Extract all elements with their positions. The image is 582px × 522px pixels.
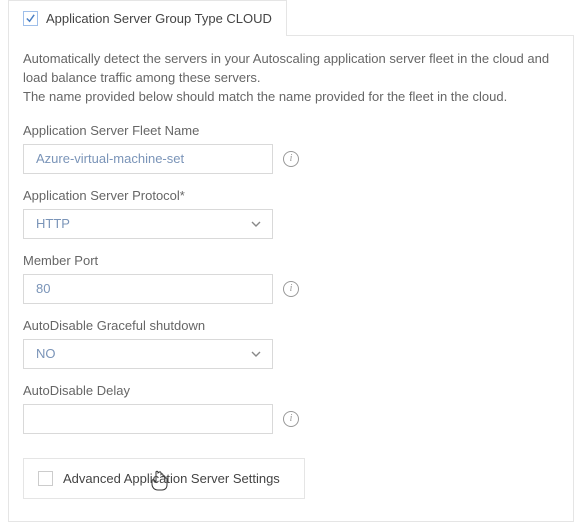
description-line2: The name provided below should match the… [23, 89, 507, 104]
chevron-down-icon [250, 348, 262, 360]
graceful-shutdown-value: NO [36, 346, 56, 361]
graceful-shutdown-select[interactable]: NO [23, 339, 273, 369]
chevron-down-icon [250, 218, 262, 230]
field-graceful-shutdown: AutoDisable Graceful shutdown NO [23, 318, 559, 369]
tab-header[interactable]: Application Server Group Type CLOUD [8, 0, 287, 36]
fleet-name-label: Application Server Fleet Name [23, 123, 559, 138]
field-protocol: Application Server Protocol* HTTP [23, 188, 559, 239]
graceful-shutdown-label: AutoDisable Graceful shutdown [23, 318, 559, 333]
field-fleet-name: Application Server Fleet Name i [23, 123, 559, 174]
info-icon[interactable]: i [283, 281, 299, 297]
field-member-port: Member Port i [23, 253, 559, 304]
protocol-label: Application Server Protocol* [23, 188, 559, 203]
fleet-name-input[interactable] [23, 144, 273, 174]
protocol-select[interactable]: HTTP [23, 209, 273, 239]
member-port-input[interactable] [23, 274, 273, 304]
info-icon[interactable]: i [283, 411, 299, 427]
member-port-label: Member Port [23, 253, 559, 268]
info-icon[interactable]: i [283, 151, 299, 167]
advanced-checkbox[interactable] [38, 471, 53, 486]
advanced-label: Advanced Application Server Settings [63, 471, 280, 486]
delay-input[interactable] [23, 404, 273, 434]
description: Automatically detect the servers in your… [23, 50, 559, 107]
advanced-settings-toggle[interactable]: Advanced Application Server Settings [23, 458, 305, 499]
description-line1: Automatically detect the servers in your… [23, 51, 549, 85]
tab-checkbox[interactable] [23, 11, 38, 26]
delay-label: AutoDisable Delay [23, 383, 559, 398]
check-icon [25, 13, 36, 24]
protocol-value: HTTP [36, 216, 70, 231]
field-delay: AutoDisable Delay i [23, 383, 559, 434]
tab-label: Application Server Group Type CLOUD [46, 11, 272, 26]
config-panel: Automatically detect the servers in your… [8, 35, 574, 522]
